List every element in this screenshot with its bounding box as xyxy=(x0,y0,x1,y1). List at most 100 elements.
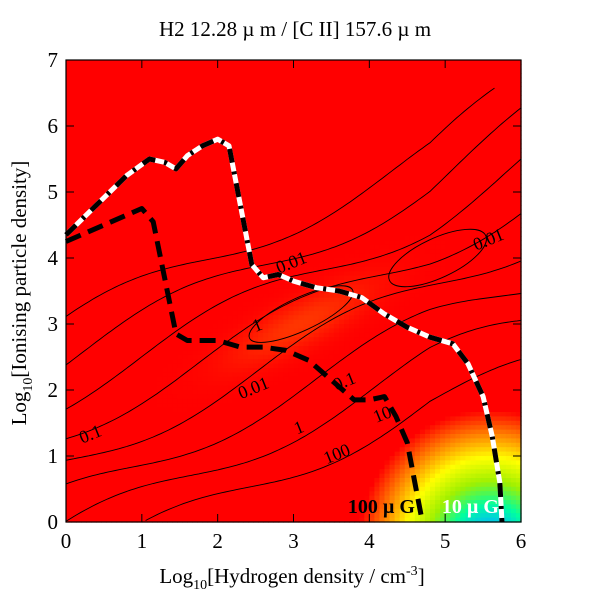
heatmap-cell xyxy=(440,262,446,268)
heatmap-cell xyxy=(167,139,173,145)
heatmap-cell xyxy=(177,266,183,272)
heatmap-cell xyxy=(435,183,441,189)
heatmap-cell xyxy=(485,280,492,285)
heatmap-cell xyxy=(379,183,386,189)
heatmap-cell xyxy=(328,165,335,171)
heatmap-cell xyxy=(490,99,497,105)
heatmap-cell xyxy=(278,73,284,79)
heatmap-cell xyxy=(96,178,102,184)
heatmap-cell xyxy=(379,275,386,281)
heatmap-cell xyxy=(480,126,487,131)
heatmap-cell xyxy=(283,68,290,74)
heatmap-cell xyxy=(323,82,330,87)
heatmap-cell xyxy=(182,148,188,153)
heatmap-cell xyxy=(430,271,436,277)
heatmap-cell xyxy=(111,297,118,303)
heatmap-cell xyxy=(136,156,143,162)
heatmap-cell xyxy=(333,231,340,237)
heatmap-cell xyxy=(283,60,290,65)
heatmap-cell xyxy=(146,152,153,158)
heatmap-cell xyxy=(96,60,102,65)
heatmap-cell xyxy=(515,170,522,175)
heatmap-cell xyxy=(399,187,406,193)
heatmap-cell xyxy=(91,117,97,123)
heatmap-cell xyxy=(515,214,522,219)
heatmap-cell xyxy=(131,60,138,65)
heatmap-cell xyxy=(86,196,92,202)
heatmap-cell xyxy=(121,86,128,92)
heatmap-cell xyxy=(162,258,168,263)
heatmap-cell xyxy=(455,249,461,255)
heatmap-cell xyxy=(470,258,477,263)
heatmap-cell xyxy=(419,86,426,92)
heatmap-cell xyxy=(364,82,370,87)
heatmap-cell xyxy=(187,121,193,127)
heatmap-cell xyxy=(445,297,451,303)
heatmap-cell xyxy=(141,218,148,224)
heatmap-cell xyxy=(394,249,401,255)
heatmap-cell xyxy=(490,222,497,228)
heatmap-cell xyxy=(394,240,401,246)
heatmap-cell xyxy=(237,288,244,294)
heatmap-cell xyxy=(389,249,396,255)
heatmap-cell xyxy=(500,297,507,303)
heatmap-cell xyxy=(384,90,391,96)
heatmap-cell xyxy=(440,134,446,140)
heatmap-cell xyxy=(318,209,325,215)
heatmap-cell xyxy=(91,170,97,175)
heatmap-cell xyxy=(222,82,229,87)
heatmap-cell xyxy=(187,262,193,268)
heatmap-cell xyxy=(414,130,421,136)
heatmap-cell xyxy=(384,258,391,263)
heatmap-cell xyxy=(409,104,416,109)
heatmap-cell xyxy=(121,161,128,167)
heatmap-cell xyxy=(217,240,224,246)
heatmap-cell xyxy=(116,236,123,241)
heatmap-cell xyxy=(465,64,472,70)
heatmap-cell xyxy=(237,174,244,180)
heatmap-cell xyxy=(197,244,204,250)
heatmap-cell xyxy=(313,60,320,65)
heatmap-cell xyxy=(192,139,199,145)
heatmap-cell xyxy=(323,236,330,241)
heatmap-cell xyxy=(485,258,492,263)
heatmap-cell xyxy=(515,293,522,299)
heatmap-cell xyxy=(404,262,411,268)
heatmap-cell xyxy=(283,143,290,149)
heatmap-cell xyxy=(399,82,406,87)
heatmap-cell xyxy=(278,161,284,167)
heatmap-cell xyxy=(318,108,325,114)
heatmap-cell xyxy=(197,121,204,127)
heatmap-cell xyxy=(258,73,264,79)
heatmap-cell xyxy=(435,293,441,299)
heatmap-cell xyxy=(490,121,497,127)
heatmap-cell xyxy=(480,130,487,136)
heatmap-cell xyxy=(349,209,355,215)
heatmap-cell xyxy=(440,218,446,224)
heatmap-cell xyxy=(475,293,482,299)
heatmap-cell xyxy=(86,82,92,87)
heatmap-cell xyxy=(298,205,305,211)
heatmap-cell xyxy=(96,214,102,219)
heatmap-cell xyxy=(460,60,466,65)
heatmap-cell xyxy=(81,117,87,123)
heatmap-cell xyxy=(379,104,386,109)
heatmap-cell xyxy=(349,240,355,246)
heatmap-cell xyxy=(212,192,219,197)
heatmap-cell xyxy=(384,134,391,140)
heatmap-cell xyxy=(344,227,350,233)
heatmap-cell xyxy=(409,99,416,105)
heatmap-cell xyxy=(450,231,456,237)
heatmap-cell xyxy=(505,249,512,255)
heatmap-cell xyxy=(490,284,497,290)
heatmap-cell xyxy=(339,82,345,87)
heatmap-cell xyxy=(177,104,183,109)
heatmap-cell xyxy=(445,284,451,290)
heatmap-cell xyxy=(460,90,466,96)
heatmap-cell xyxy=(111,134,118,140)
heatmap-cell xyxy=(288,205,295,211)
heatmap-cell xyxy=(172,187,178,193)
heatmap-cell xyxy=(177,236,183,241)
heatmap-cell xyxy=(101,280,108,285)
heatmap-cell xyxy=(167,60,173,65)
